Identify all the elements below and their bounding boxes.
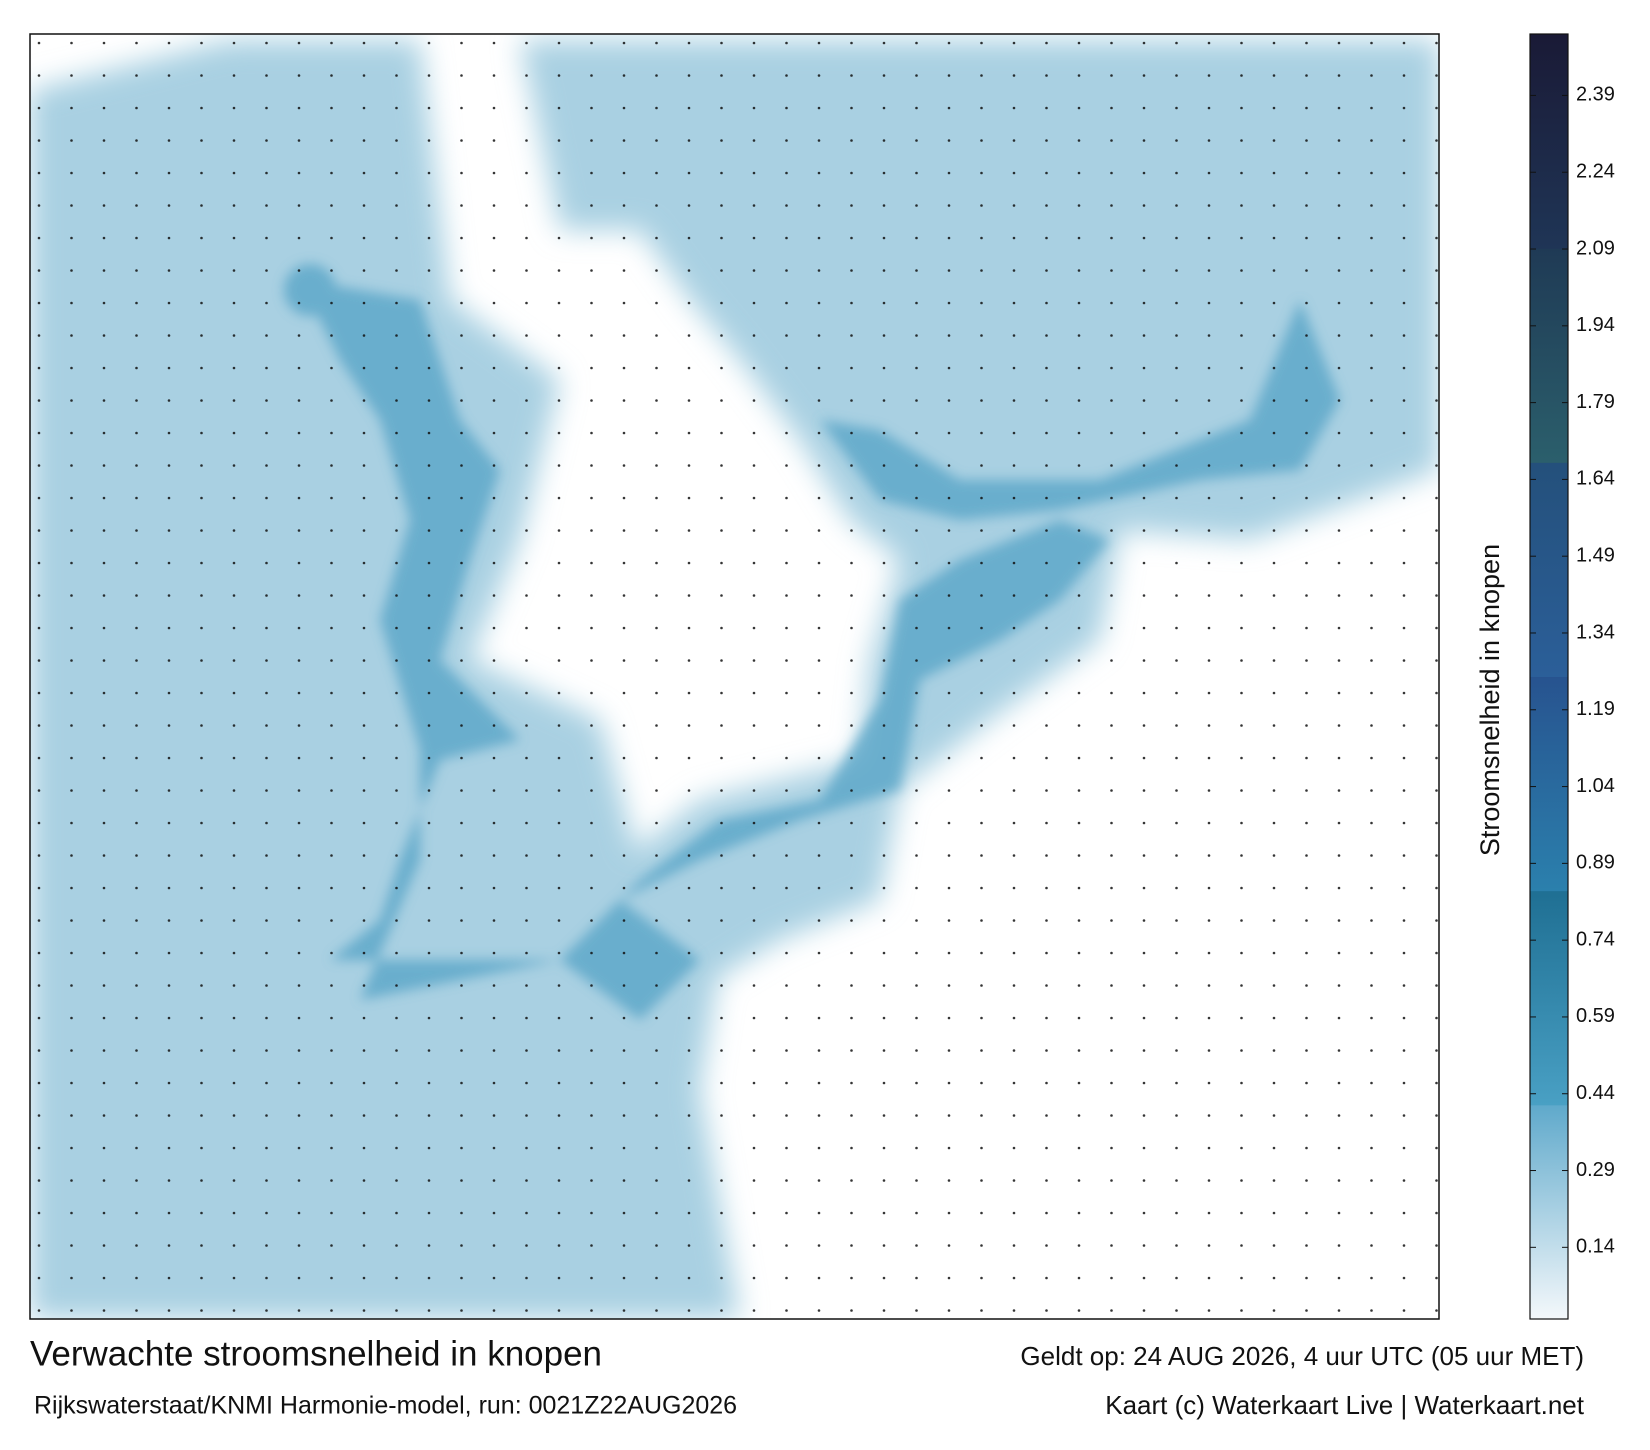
colorbar-tick-label: 0.44 [1576, 1082, 1615, 1104]
colorbar-tick-label: 0.29 [1576, 1159, 1615, 1181]
colorbar-tick-label: 2.09 [1576, 237, 1615, 259]
colorbar-tick-label: 0.59 [1576, 1005, 1615, 1027]
colorbar-band [1530, 248, 1568, 463]
colorbar-frame [1529, 33, 1569, 1320]
colorbar-band [1530, 462, 1568, 677]
colorbar-tick-label: 0.89 [1576, 852, 1615, 874]
map-title: Verwachte stroomsnelheid in knopen [30, 1334, 602, 1373]
colorbar-tick-label: 2.39 [1576, 84, 1615, 106]
colorbar-tick-label: 1.34 [1576, 621, 1615, 643]
colorbar-tick-label: 1.64 [1576, 468, 1615, 490]
colorbar-band [1530, 1104, 1568, 1320]
colorbar-tick-label: 2.24 [1576, 161, 1615, 183]
colorbar-band [1530, 34, 1568, 249]
colorbar-band [1530, 676, 1568, 892]
colorbar-band [1530, 890, 1568, 1106]
map [30, 34, 1439, 1319]
colorbar-tick-label: 1.79 [1576, 391, 1615, 413]
colorbar-tick-label: 1.49 [1576, 544, 1615, 566]
colorbar-tick-label: 1.04 [1576, 775, 1615, 797]
colorbar-label: Stroomsnelheid in knopen [1475, 544, 1505, 856]
colorbar-tick-label: 0.74 [1576, 928, 1615, 950]
colorbar-tick-label: 0.14 [1576, 1236, 1615, 1258]
credit: Kaart (c) Waterkaart Live | Waterkaart.n… [1105, 1390, 1585, 1420]
colorbar-tick-label: 1.19 [1576, 698, 1615, 720]
vector-grid [30, 34, 1439, 1319]
model-run: Rijkswaterstaat/KNMI Harmonie-model, run… [34, 1392, 737, 1420]
colorbar: 0.14 0.29 0.44 0.59 0.74 0.89 1.04 1.19 1.34 1.49… [1529, 33, 1615, 1320]
map-frame [29, 33, 1440, 1320]
colorbar-tick-label: 1.94 [1576, 314, 1615, 336]
valid-time: Geldt op: 24 AUG 2026, 4 uur UTC (05 uur… [1020, 1341, 1584, 1371]
